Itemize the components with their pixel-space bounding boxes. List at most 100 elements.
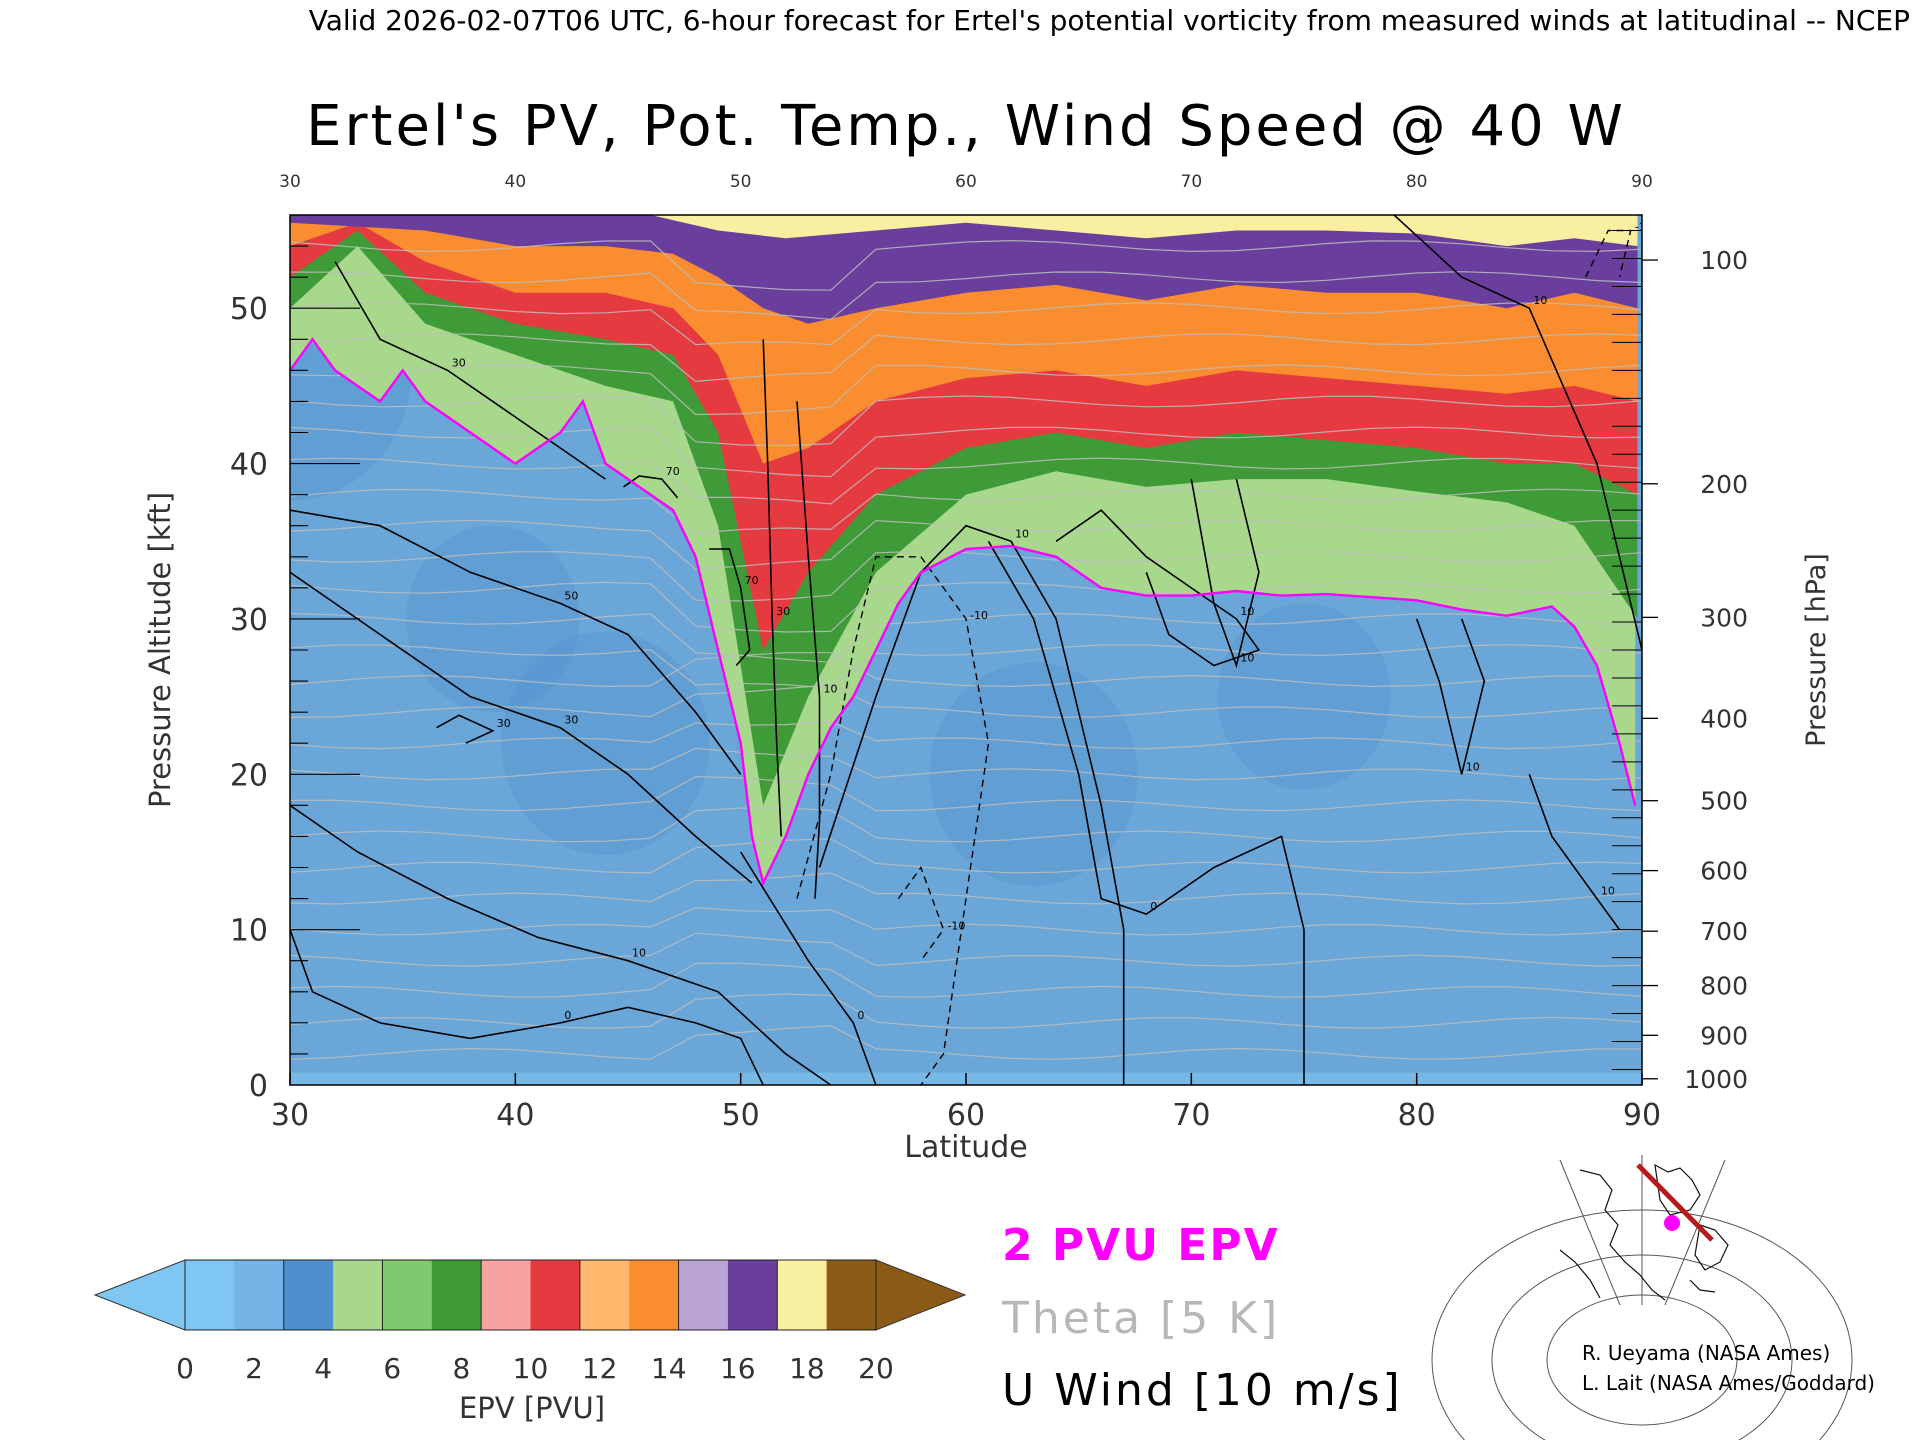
theta-line-16 <box>290 550 1642 602</box>
y-tick-label-50: 50 <box>230 292 268 327</box>
colorbar-swatch-1 <box>234 1260 285 1330</box>
top-x-tick-label-30: 30 <box>279 172 301 192</box>
uwind-label-17: 10 <box>1533 294 1547 307</box>
top-x-tick-label-40: 40 <box>505 172 527 192</box>
theta-line-22 <box>290 364 1642 416</box>
pressure-tick-label-1000: 1000 <box>1684 1065 1748 1094</box>
colorbar-under-arrow <box>93 1259 186 1331</box>
uwind-line-11 <box>1190 478 1260 669</box>
x-axis-ticks: 30 40 50 60 70 80 90 <box>271 1073 1661 1133</box>
blue-shade-4 <box>1217 603 1391 790</box>
legend-uwind: U Wind [10 m/s] <box>1002 1365 1403 1416</box>
pressure-tick-label-600: 600 <box>1700 857 1748 886</box>
theta-line-7 <box>290 807 1642 843</box>
colorbar-tick-label-20: 20 <box>858 1352 894 1385</box>
uwind-dashed-label-2: -10 <box>1635 221 1653 234</box>
uwind-line-8 <box>796 401 821 899</box>
y-tick-label-10: 10 <box>230 914 268 949</box>
colorbar-swatch-12 <box>777 1260 828 1330</box>
theta-line-21 <box>290 395 1642 447</box>
theta-line-3 <box>290 932 1642 967</box>
theta-line-18 <box>290 488 1642 534</box>
theta-line-25 <box>290 271 1642 320</box>
uwind-label-2: 50 <box>564 589 578 602</box>
colorbar-swatch-13 <box>826 1260 877 1330</box>
colorbar-over-arrow <box>875 1259 967 1331</box>
uwind-line-7 <box>290 804 832 1085</box>
blue-shade-3 <box>929 662 1138 887</box>
legend-theta: Theta [5 K] <box>1001 1293 1280 1344</box>
band-pvu-12 <box>290 215 1638 324</box>
colorbar-swatch-6 <box>481 1260 531 1330</box>
uwind-label-11: 10 <box>1240 652 1254 665</box>
credit-line-2: L. Lait (NASA Ames/Goddard) <box>1582 1371 1875 1395</box>
x-tick-label-50: 50 <box>722 1098 760 1133</box>
inset-map <box>1431 1155 1853 1440</box>
colorbar-swatch-4 <box>382 1260 433 1330</box>
uwind-label-12: 0 <box>564 1009 571 1022</box>
theta-line-0 <box>290 1025 1642 1060</box>
colorbar-swatch-3 <box>333 1260 383 1330</box>
uwind-line-10 <box>1055 509 1261 667</box>
pressure-tick-label-200: 200 <box>1700 470 1748 499</box>
chart-title: Ertel's PV, Pot. Temp., Wind Speed @ 40 … <box>306 94 1626 159</box>
colorbar-tick-label-18: 18 <box>789 1352 825 1385</box>
top-x-axis-ticks: 30 40 50 60 70 80 90 <box>279 172 1653 192</box>
uwind-label-10: 10 <box>1240 605 1254 618</box>
pressure-tick-label-700: 700 <box>1700 917 1748 946</box>
colorbar-tick-label-12: 12 <box>582 1352 618 1385</box>
top-x-tick-label-90: 90 <box>1631 172 1653 192</box>
uwind-label-0: 70 <box>666 465 680 478</box>
x-tick-label-30: 30 <box>271 1098 309 1133</box>
colorbar-tick-label-10: 10 <box>513 1352 549 1385</box>
uwind-dashed-label-1: -10 <box>947 920 965 933</box>
x-tick-label-40: 40 <box>496 1098 534 1133</box>
theta-line-12 <box>290 652 1642 688</box>
x-tick-label-60: 60 <box>947 1098 985 1133</box>
colorbar-swatch-5 <box>431 1260 482 1330</box>
location-marker <box>1664 1215 1680 1231</box>
colorbar-swatch-9 <box>629 1260 680 1330</box>
uwind-line-12 <box>290 929 764 1085</box>
cross-section-line <box>1636 1163 1714 1242</box>
pressure-tick-label-100: 100 <box>1700 246 1748 275</box>
uwind-dashed-line-0 <box>796 556 990 1085</box>
tropopause-2pvu-line <box>290 337 1637 887</box>
map-graticule <box>1431 1155 1853 1440</box>
pressure-tick-label-800: 800 <box>1700 972 1748 1001</box>
uwind-label-14: 0 <box>1150 900 1157 913</box>
epv-colorbar: 0 2 4 6 8 10 12 14 16 18 20 <box>93 1259 967 1385</box>
colorbar-tick-label-0: 0 <box>176 1352 194 1385</box>
uwind-line-9 <box>818 524 1125 1085</box>
tropopause-line <box>290 337 1637 887</box>
theta-line-17 <box>290 519 1642 570</box>
pv-bands <box>290 215 1638 883</box>
theta-line-6 <box>290 838 1642 874</box>
pressure-tick-label-400: 400 <box>1700 704 1748 733</box>
uwind-label-3: 30 <box>564 714 578 727</box>
uwind-line-6 <box>762 339 782 837</box>
y-tick-label-0: 0 <box>249 1069 268 1104</box>
theta-line-9 <box>290 747 1642 781</box>
y-tick-label-30: 30 <box>230 603 268 638</box>
uwind-label-1: 70 <box>745 574 759 587</box>
blue-shade-1 <box>406 525 580 713</box>
colorbar-swatch-10 <box>678 1260 729 1330</box>
theta-line-8 <box>290 775 1642 812</box>
top-x-tick-label-80: 80 <box>1406 172 1428 192</box>
uwind-line-14 <box>987 540 1305 1085</box>
uwind-dashed-line-1 <box>897 866 945 962</box>
theta-line-19 <box>290 457 1642 505</box>
x-tick-label-90: 90 <box>1623 1098 1661 1133</box>
colorbar-tick-label-16: 16 <box>720 1352 756 1385</box>
pressure-tick-label-500: 500 <box>1700 787 1748 816</box>
top-x-tick-label-50: 50 <box>730 172 752 192</box>
pressure-tick-label-900: 900 <box>1700 1021 1748 1050</box>
theta-contours <box>290 239 1642 1060</box>
theta-line-13 <box>290 643 1642 689</box>
uwind-line-5 <box>334 261 606 480</box>
uwind-label-5: 30 <box>452 356 466 369</box>
uwind-line-15 <box>1415 618 1486 775</box>
pressure-axis-ticks: 100 200 300 400 500 600 700 800 900 1000 <box>1612 230 1748 1094</box>
